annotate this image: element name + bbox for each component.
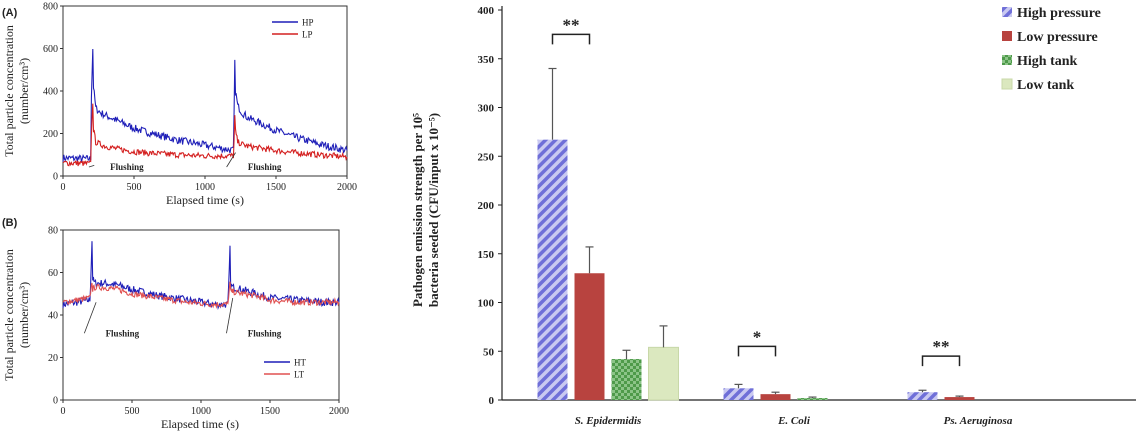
significance-bracket <box>551 33 591 45</box>
bar-high-tank <box>611 359 642 400</box>
b-x-tick-label: 500 <box>125 406 140 417</box>
a-series-line-hp <box>62 48 348 162</box>
b-y-tick-label: 80 <box>48 226 58 237</box>
b-y-tick-label: 40 <box>48 311 58 322</box>
significance-bracket <box>737 345 777 357</box>
b-x-tick-label: 1500 <box>260 406 280 417</box>
bar-legend-swatch <box>1002 7 1012 17</box>
panel-label-a: (A) <box>2 7 18 19</box>
b-legend-label: LT <box>294 370 305 380</box>
x-axis-label-b: Elapsed time (s) <box>161 417 239 431</box>
y-axis-label-a-line2: (number/cm³) <box>17 58 31 124</box>
bar-category-label: Ps. Aeruginosa <box>944 415 1013 427</box>
a-annotation-label: Flushing <box>248 162 282 172</box>
y-axis-label-b-line2: (number/cm³) <box>17 282 31 348</box>
bar-legend-label: High pressure <box>1017 6 1101 21</box>
a-annotation-leader <box>226 152 236 168</box>
bar-legend-label: High tank <box>1017 54 1078 69</box>
a-legend-label: LP <box>302 30 313 40</box>
bar-low-pressure <box>574 273 605 400</box>
bar-y-tick-label: 150 <box>478 249 495 261</box>
bar-high-pressure <box>537 139 568 401</box>
bar-y-tick-label: 400 <box>478 5 495 17</box>
y-axis-label-a-line1: Total particle concentration <box>2 25 16 157</box>
chart-panel-b: (B) Total particle concentration (number… <box>2 217 349 431</box>
b-series-line-ht <box>62 241 340 310</box>
bar-high-pressure <box>723 388 754 400</box>
bar-y-tick-label: 200 <box>478 200 495 212</box>
bar-legend-swatch <box>1001 78 1013 90</box>
a-y-tick-label: 200 <box>43 129 58 140</box>
bar-category-label: E. Coli <box>777 415 811 427</box>
b-series-line-lt <box>62 281 340 309</box>
bar-low-pressure <box>760 394 791 400</box>
bar-legend-swatch <box>1002 55 1012 65</box>
b-annotation-label: Flushing <box>106 328 140 338</box>
bar-low-tank <box>648 346 679 401</box>
b-y-tick-label: 20 <box>48 353 58 364</box>
a-y-tick-label: 600 <box>43 44 58 55</box>
panel-label-b: (B) <box>2 217 18 229</box>
significance-label: * <box>753 327 762 346</box>
a-annotation-label: Flushing <box>110 162 144 172</box>
bar-high-tank <box>797 398 828 400</box>
significance-bracket <box>921 355 961 367</box>
x-axis-label-a: Elapsed time (s) <box>166 193 244 207</box>
bar-y-tick-label: 250 <box>478 151 495 163</box>
a-y-tick-label: 0 <box>53 172 58 183</box>
a-annotation-leader <box>88 164 95 168</box>
a-legend-label: HP <box>302 18 314 28</box>
bar-legend-swatch <box>1002 31 1012 41</box>
significance-label: ** <box>563 15 580 34</box>
b-x-tick-label: 2000 <box>329 406 349 417</box>
bar-y-tick-label: 100 <box>478 298 495 310</box>
bar-y-tick-label: 300 <box>478 103 495 115</box>
b-y-tick-label: 0 <box>53 396 58 407</box>
b-x-tick-label: 0 <box>61 406 66 417</box>
bar-category-label: S. Epidermidis <box>575 415 642 427</box>
chart-panel-a: (A) Total particle concentration (number… <box>2 2 357 208</box>
chart-panel-bar: Pathogen emission strength per 10⁵ bacte… <box>410 5 1136 427</box>
b-y-tick-label: 60 <box>48 268 58 279</box>
y-axis-label-bar-line2: bacteria seeded (CFU/input x 10⁻⁵) <box>426 113 441 307</box>
a-x-tick-label: 1500 <box>266 182 286 193</box>
bar-legend-label: Low pressure <box>1017 30 1098 45</box>
bar-low-pressure <box>944 397 975 400</box>
a-y-tick-label: 400 <box>43 87 58 98</box>
b-annotation-leader <box>83 302 97 334</box>
b-legend-label: HT <box>294 358 306 368</box>
bar-high-pressure <box>907 392 938 400</box>
b-annotation-label: Flushing <box>248 328 282 338</box>
bar-y-tick-label: 350 <box>478 54 495 66</box>
bar-y-tick-label: 0 <box>489 395 495 407</box>
a-x-tick-label: 0 <box>61 182 66 193</box>
b-x-tick-label: 1000 <box>191 406 211 417</box>
y-axis-label-bar-line1: Pathogen emission strength per 10⁵ <box>410 113 425 307</box>
significance-label: ** <box>933 337 950 356</box>
bar-legend-label: Low tank <box>1017 78 1074 93</box>
a-x-tick-label: 2000 <box>337 182 357 193</box>
a-y-tick-label: 800 <box>43 2 58 13</box>
a-series-line-lp <box>62 103 348 167</box>
y-axis-label-b-line1: Total particle concentration <box>2 249 16 381</box>
a-x-tick-label: 500 <box>127 182 142 193</box>
a-x-tick-label: 1000 <box>195 182 215 193</box>
bar-y-tick-label: 50 <box>483 346 495 358</box>
b-annotation-leader <box>226 297 234 334</box>
